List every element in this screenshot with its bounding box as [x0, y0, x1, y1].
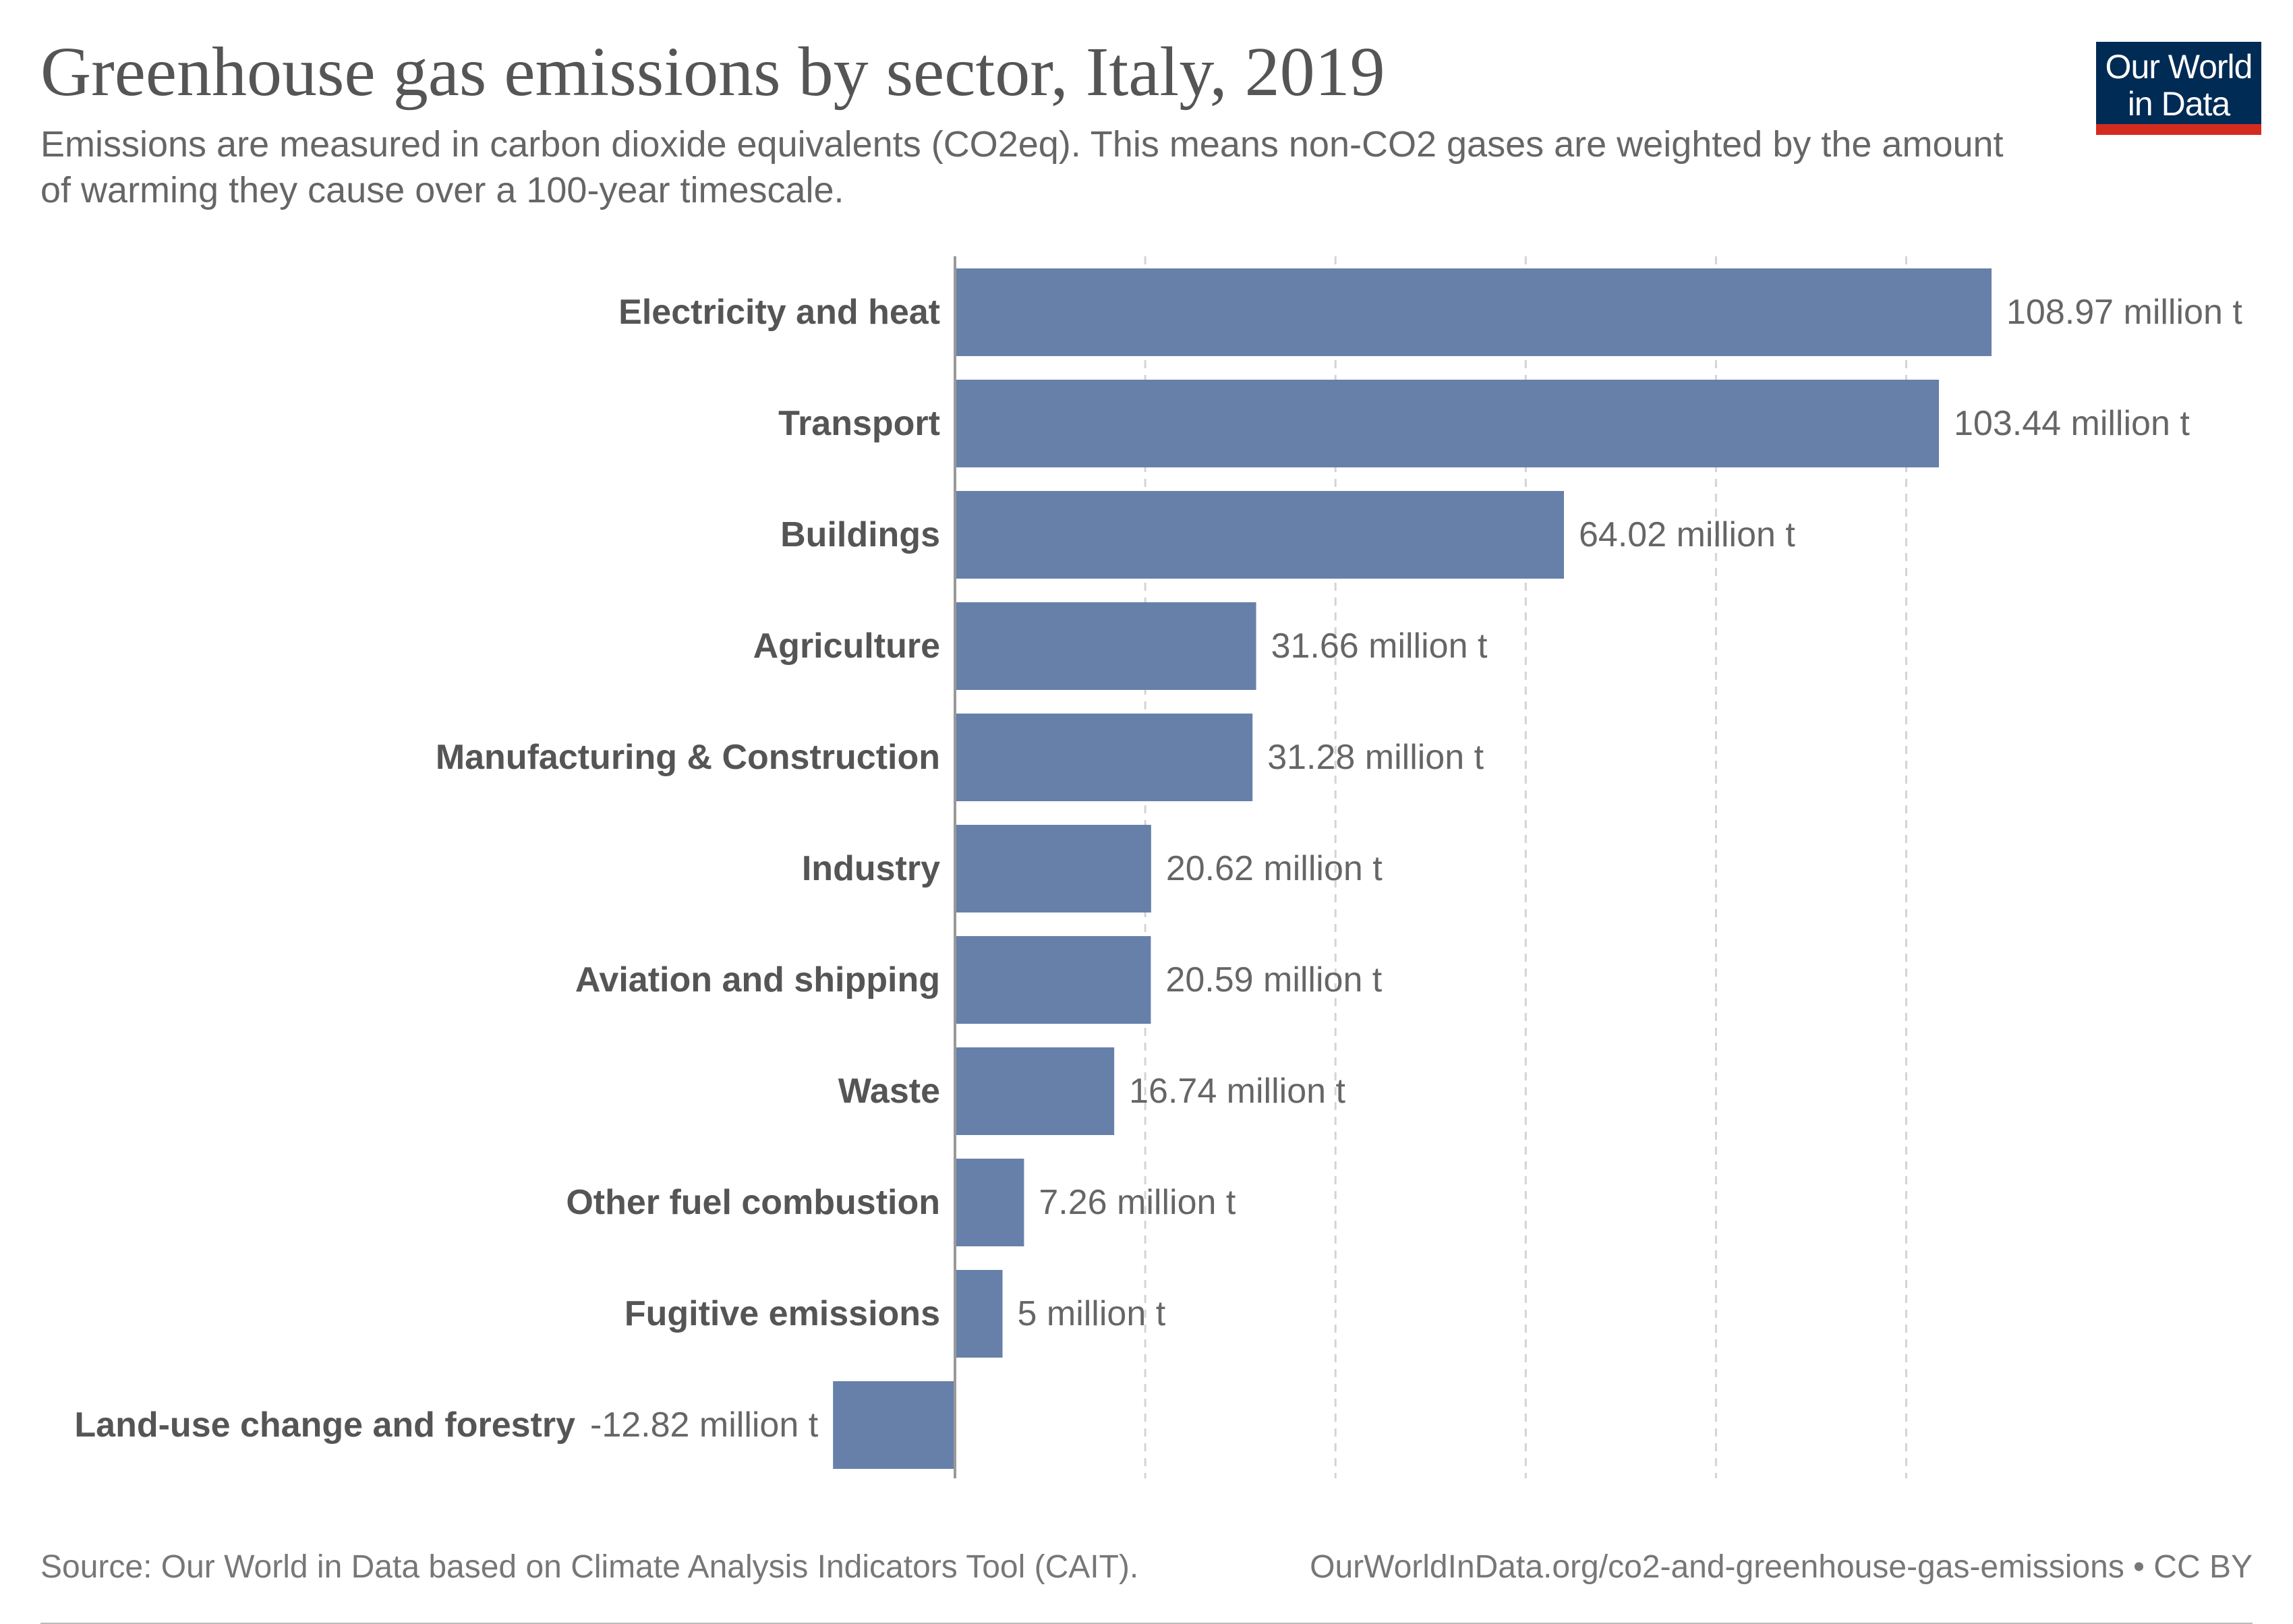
value-label-9: 5 million t	[1018, 1294, 1166, 1333]
value-label-4: 31.28 million t	[1267, 738, 1484, 777]
category-label-7: Waste	[838, 1072, 940, 1111]
value-label-1: 103.44 million t	[1954, 404, 2190, 443]
logo-line-1: Our World	[2105, 48, 2253, 86]
value-label-10: -12.82 million t	[590, 1405, 819, 1445]
bar-chart: Electricity and heat 108.97 million t Tran…	[74, 256, 2242, 1478]
category-label-0: Electricity and heat	[618, 293, 940, 332]
value-label-6: 20.59 million t	[1165, 960, 1382, 999]
value-label-0: 108.97 million t	[2006, 293, 2242, 332]
category-label-2: Buildings	[780, 515, 940, 554]
value-label-2: 64.02 million t	[1579, 515, 1795, 554]
source-link[interactable]: OurWorldInData.org/co2-and-greenhouse-ga…	[1310, 1549, 2253, 1585]
bar-7[interactable]	[955, 1047, 1115, 1135]
owid-logo[interactable]: Our World in Data	[2096, 42, 2261, 135]
category-label-1: Transport	[778, 404, 940, 443]
category-label-8: Other fuel combustion	[566, 1183, 940, 1222]
chart-subtitle: Emissions are measured in carbon dioxide…	[40, 124, 2004, 210]
bar-10[interactable]	[833, 1381, 955, 1469]
bar-1[interactable]	[955, 380, 1940, 467]
bar-4[interactable]	[955, 714, 1253, 801]
value-label-3: 31.66 million t	[1271, 627, 1488, 666]
value-label-5: 20.62 million t	[1166, 849, 1383, 888]
logo-line-2: in Data	[2127, 85, 2230, 123]
bar-3[interactable]	[955, 602, 1256, 690]
bar-2[interactable]	[955, 491, 1565, 579]
category-label-5: Industry	[802, 849, 940, 888]
bar-9[interactable]	[955, 1270, 1003, 1358]
chart-title: Greenhouse gas emissions by sector, Ital…	[40, 33, 1385, 111]
category-label-3: Agriculture	[753, 627, 940, 666]
category-label-9: Fugitive emissions	[625, 1294, 940, 1333]
value-label-7: 16.74 million t	[1129, 1072, 1345, 1111]
bar-6[interactable]	[955, 936, 1151, 1024]
category-label-10: Land-use change and forestry	[74, 1405, 575, 1445]
source-note: Source: Our World in Data based on Clima…	[40, 1549, 1139, 1585]
bar-8[interactable]	[955, 1159, 1024, 1246]
bar-0[interactable]	[955, 268, 1992, 356]
category-label-4: Manufacturing & Construction	[436, 738, 940, 777]
labels: Electricity and heat 108.97 million t Tran…	[74, 293, 2242, 1445]
value-label-8: 7.26 million t	[1039, 1183, 1236, 1222]
bar-5[interactable]	[955, 825, 1151, 912]
category-label-6: Aviation and shipping	[575, 960, 940, 999]
bars	[833, 268, 1992, 1469]
